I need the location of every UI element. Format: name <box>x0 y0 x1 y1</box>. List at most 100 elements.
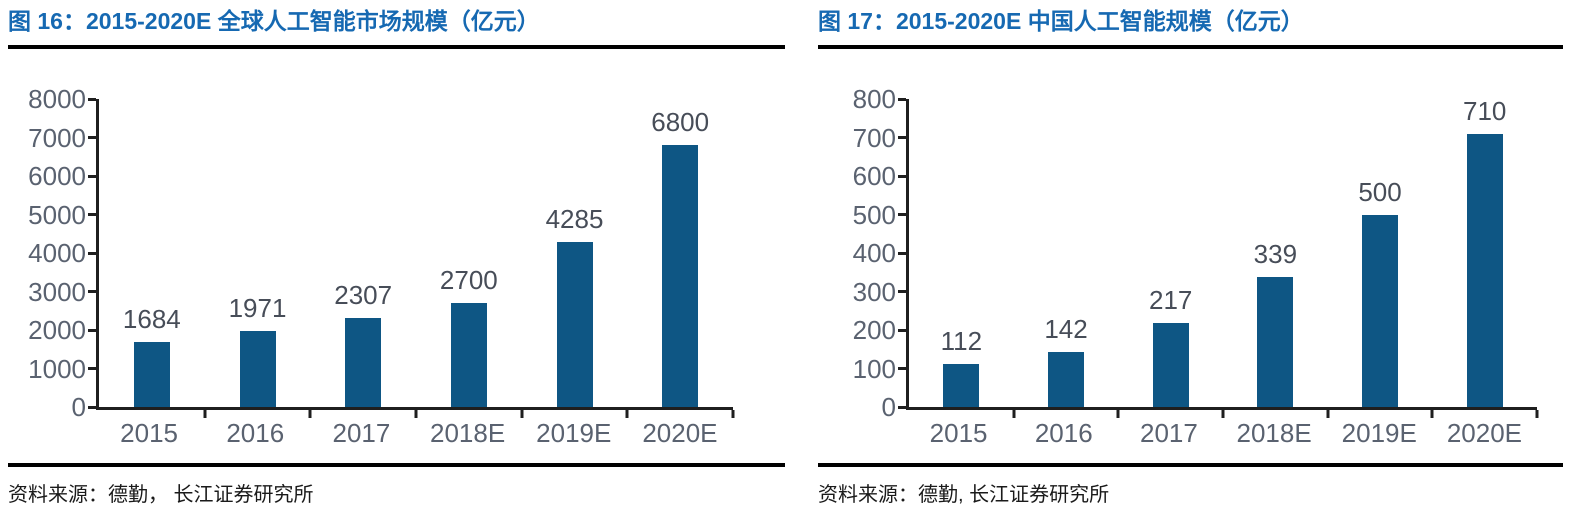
bar-column: 2307 <box>310 99 416 407</box>
bar-value-label: 1971 <box>228 293 287 324</box>
y-tick-mark <box>898 328 906 332</box>
y-tick-mark <box>898 290 906 293</box>
bar-column: 500 <box>1328 99 1433 407</box>
bar <box>1257 276 1294 407</box>
x-tick-mark <box>731 410 735 418</box>
y-tick-label: 700 <box>852 122 896 153</box>
bar <box>1048 352 1084 407</box>
bar <box>345 318 382 407</box>
y-tick-label: 8000 <box>28 84 86 114</box>
x-tick-label: 2019E <box>536 418 612 448</box>
bar <box>662 145 699 407</box>
x-tick-label: 2020E <box>1446 418 1523 448</box>
bar-chart-china-ai-market: 0 100 200 300 400 500 600 700 800 112 142 217 339 50… <box>818 84 1563 448</box>
bar-value-label: 710 <box>1463 95 1507 126</box>
plot-area: 1684 1971 2307 2700 4285 6800 <box>88 97 735 418</box>
figure-pair: 图 16：2015-2020E 全球人工智能市场规模（亿元） 0 1000 2000… <box>8 0 1563 509</box>
figure-panel-global: 图 16：2015-2020E 全球人工智能市场规模（亿元） 0 1000 2000… <box>8 0 785 509</box>
bar-column: 6800 <box>627 99 733 407</box>
y-tick-label: 500 <box>852 199 896 230</box>
bar <box>1152 323 1189 407</box>
x-tick-label: 2017 <box>332 418 391 448</box>
bar-value-label: 339 <box>1253 238 1298 269</box>
y-tick-mark <box>88 97 96 101</box>
bar-value-label: 2700 <box>439 265 498 296</box>
y-tick-label: 3000 <box>28 276 86 307</box>
y-tick-label: 2000 <box>28 315 86 345</box>
x-tick-mark <box>1535 410 1539 418</box>
bar-chart-global-ai-market: 0 1000 2000 3000 4000 5000 6000 7000 8000 1684 19… <box>8 84 785 448</box>
bar-value-label: 217 <box>1148 285 1193 316</box>
y-tick-mark <box>88 174 96 178</box>
x-tick-mark <box>520 410 524 418</box>
x-tick-label: 2015 <box>929 418 988 448</box>
x-tick-mark <box>1221 410 1225 418</box>
x-tick-label: 2016 <box>1034 418 1093 448</box>
x-axis-labels: 2015 2016 2017 2018E 2019E 2020E <box>96 418 733 448</box>
bar-column: 112 <box>909 99 1014 407</box>
y-tick-label: 100 <box>852 353 896 384</box>
x-tick-mark <box>1012 410 1016 418</box>
y-tick-mark <box>88 367 96 370</box>
bar-column: 2700 <box>416 99 522 407</box>
y-axis-labels: 0 100 200 300 400 500 600 700 800 <box>818 84 906 422</box>
bar-value-label: 1684 <box>122 304 181 335</box>
x-tick-mark <box>1116 410 1120 418</box>
y-tick-label: 1000 <box>28 353 86 384</box>
plot-wrap: 112 142 217 339 500 710 2015 2016 2017 2018E 2019… <box>898 95 1539 448</box>
y-tick-mark <box>88 290 96 293</box>
y-tick-mark <box>898 136 906 139</box>
figure-title: 图 17：2015-2020E 中国人工智能规模（亿元） <box>818 8 1304 34</box>
y-tick-mark <box>88 136 96 139</box>
y-tick-mark <box>898 367 906 370</box>
x-axis-labels: 2015 2016 2017 2018E 2019E 2020E <box>906 418 1537 448</box>
bar-value-label: 2307 <box>334 280 393 311</box>
bar-column: 1971 <box>205 99 311 407</box>
bar <box>133 342 170 407</box>
title-rule <box>818 45 1563 49</box>
bar-value-label: 4285 <box>545 204 604 235</box>
bar-value-label: 112 <box>940 325 983 356</box>
y-tick-mark <box>88 251 96 255</box>
figure-title: 图 16：2015-2020E 全球人工智能市场规模（亿元） <box>8 8 540 34</box>
y-tick-mark <box>898 251 906 255</box>
y-tick-label: 0 <box>71 392 86 422</box>
x-tick-mark <box>625 410 629 418</box>
bar-value-label: 500 <box>1358 176 1402 207</box>
bar-column: 339 <box>1223 99 1328 407</box>
bar-value-label: 142 <box>1044 314 1088 345</box>
y-tick-mark <box>88 213 96 216</box>
plot-area: 112 142 217 339 500 710 <box>898 95 1539 418</box>
source-rule <box>8 463 785 467</box>
y-tick-label: 6000 <box>28 161 86 191</box>
bar-column: 142 <box>1014 99 1119 407</box>
x-tick-mark <box>414 410 418 418</box>
bar-column: 710 <box>1432 95 1537 407</box>
y-tick-label: 400 <box>852 238 896 268</box>
y-tick-mark <box>898 97 906 101</box>
x-tick-mark <box>203 410 207 418</box>
y-axis-labels: 0 1000 2000 3000 4000 5000 6000 7000 8000 <box>8 84 96 422</box>
x-tick-label: 2015 <box>120 418 178 448</box>
x-tick-label: 2016 <box>226 418 285 448</box>
y-tick-label: 5000 <box>28 199 86 230</box>
source-rule <box>818 463 1563 467</box>
y-tick-mark <box>898 213 906 216</box>
bar <box>943 363 980 407</box>
x-tick-label: 2017 <box>1140 418 1198 448</box>
bar-column: 217 <box>1118 99 1223 407</box>
y-tick-label: 800 <box>852 84 896 114</box>
y-tick-mark <box>88 405 96 409</box>
y-tick-label: 200 <box>852 315 896 345</box>
x-tick-label: 2018E <box>1236 418 1312 448</box>
source-note: 资料来源：德勤， 长江证券研究所 <box>8 484 314 506</box>
x-tick-mark <box>1326 410 1330 418</box>
bar <box>1362 214 1399 407</box>
x-tick-mark <box>1430 410 1434 418</box>
y-tick-label: 0 <box>881 392 896 422</box>
plot-wrap: 1684 1971 2307 2700 4285 6800 2015 2016 2017 201… <box>88 97 735 448</box>
y-tick-label: 4000 <box>28 238 86 268</box>
y-tick-label: 300 <box>852 276 896 307</box>
x-tick-mark <box>308 410 312 418</box>
bar-column: 1684 <box>99 99 205 407</box>
